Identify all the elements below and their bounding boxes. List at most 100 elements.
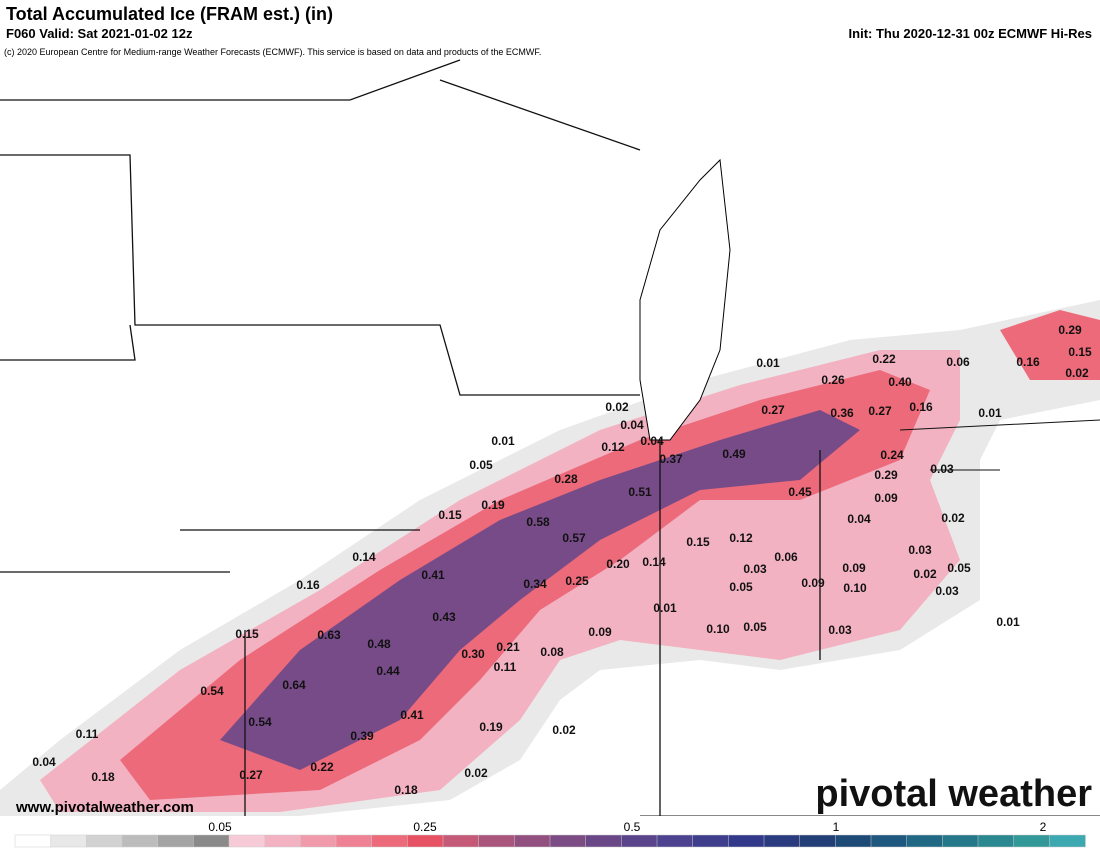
colorbar-swatch bbox=[121, 834, 159, 848]
colorbar-swatch bbox=[692, 834, 730, 848]
colorbar-swatch bbox=[50, 834, 88, 848]
colorbar-swatch bbox=[371, 834, 409, 848]
map-label: 0.04 bbox=[32, 755, 56, 769]
map-label: 0.03 bbox=[908, 543, 932, 557]
colorbar-swatch bbox=[442, 834, 480, 848]
map-label: 0.51 bbox=[628, 485, 652, 499]
colorbar-swatch bbox=[14, 834, 52, 848]
map-label: 0.37 bbox=[659, 452, 683, 466]
map-label: 0.15 bbox=[438, 508, 462, 522]
map-label: 0.02 bbox=[913, 567, 937, 581]
map-label: 0.57 bbox=[562, 531, 586, 545]
map-label: 0.44 bbox=[376, 664, 400, 678]
map-label: 0.41 bbox=[421, 568, 445, 582]
map-label: 0.30 bbox=[461, 647, 485, 661]
map-label: 0.05 bbox=[947, 561, 971, 575]
map-label: 0.03 bbox=[743, 562, 767, 576]
map-label: 0.43 bbox=[432, 610, 456, 624]
map-label: 0.08 bbox=[540, 645, 564, 659]
map-label: 0.01 bbox=[978, 406, 1002, 420]
map-label: 0.15 bbox=[1068, 345, 1092, 359]
colorbar-swatch bbox=[585, 834, 623, 848]
map-label: 0.05 bbox=[469, 458, 493, 472]
ice-red-east bbox=[1000, 310, 1100, 380]
colorbar-swatch bbox=[870, 834, 908, 848]
colorbar-tick-label: 0.05 bbox=[208, 820, 232, 834]
map-label: 0.14 bbox=[352, 550, 376, 564]
logo: pivotal weather bbox=[815, 773, 1092, 815]
map-label: 0.16 bbox=[909, 400, 933, 414]
map-labels: 0.01 0.22 0.06 0.16 0.29 0.15 0.02 0.26 0.40 0.27… bbox=[32, 323, 1092, 797]
colorbar-tick-label: 2 bbox=[1040, 820, 1047, 834]
map-label: 0.01 bbox=[756, 356, 780, 370]
map-label: 0.19 bbox=[479, 720, 503, 734]
colorbar-swatch bbox=[763, 834, 801, 848]
lake-michigan bbox=[639, 158, 731, 441]
ice-purple bbox=[220, 410, 860, 770]
map-label: 0.28 bbox=[554, 472, 578, 486]
map-label: 0.29 bbox=[874, 468, 898, 482]
map-label: 0.12 bbox=[601, 440, 625, 454]
map-label: 0.14 bbox=[642, 555, 666, 569]
credit: (c) 2020 European Centre for Medium-rang… bbox=[4, 47, 541, 57]
map-label: 0.16 bbox=[296, 578, 320, 592]
map-label: 0.39 bbox=[350, 729, 374, 743]
map-label: 0.01 bbox=[653, 601, 677, 615]
colorbar-swatch bbox=[157, 834, 195, 848]
map-label: 0.18 bbox=[91, 770, 115, 784]
map-label: 0.22 bbox=[872, 352, 896, 366]
map-label: 0.36 bbox=[830, 406, 854, 420]
map-label: 0.06 bbox=[774, 550, 798, 564]
map-label: 0.54 bbox=[200, 684, 224, 698]
colorbar-tick-label: 0.25 bbox=[413, 820, 437, 834]
init-time: Init: Thu 2020-12-31 00z ECMWF Hi-Res bbox=[849, 26, 1092, 41]
map-label: 0.27 bbox=[761, 403, 785, 417]
map-label: 0.06 bbox=[946, 355, 970, 369]
colorbar-swatch bbox=[407, 834, 444, 848]
map-label: 0.10 bbox=[706, 622, 730, 636]
valid-time: F060 Valid: Sat 2021-01-02 12z bbox=[6, 26, 193, 41]
colorbar-tick-label: 0.5 bbox=[624, 820, 641, 834]
map-label: 0.34 bbox=[523, 577, 547, 591]
map-label: 0.04 bbox=[640, 434, 664, 448]
map-label: 0.15 bbox=[686, 535, 710, 549]
website: www.pivotalweather.com bbox=[15, 799, 194, 816]
colorbar-swatch bbox=[300, 834, 337, 848]
colorbar-swatch bbox=[906, 834, 944, 848]
colorbar-swatch bbox=[1049, 834, 1086, 848]
map-label: 0.09 bbox=[801, 576, 825, 590]
map-label: 0.41 bbox=[400, 708, 424, 722]
map-label: 0.15 bbox=[235, 627, 259, 641]
colorbar-swatch bbox=[977, 834, 1015, 848]
map-label: 0.03 bbox=[828, 623, 852, 637]
map-label: 0.09 bbox=[842, 561, 866, 575]
map-label: 0.01 bbox=[491, 434, 515, 448]
map bbox=[0, 44, 1100, 817]
map-label: 0.25 bbox=[565, 574, 589, 588]
colorbar-swatch bbox=[1013, 834, 1051, 848]
map-label: 0.22 bbox=[310, 760, 334, 774]
map-label: 0.12 bbox=[729, 531, 753, 545]
map-label: 0.48 bbox=[367, 637, 391, 651]
map-label: 0.16 bbox=[1016, 355, 1040, 369]
colorbar-swatch bbox=[264, 834, 302, 848]
map-label: 0.24 bbox=[880, 448, 904, 462]
map-label: 0.26 bbox=[821, 373, 845, 387]
colorbar-swatch bbox=[621, 834, 658, 848]
map-label: 0.27 bbox=[239, 768, 263, 782]
colorbar: 0.05 0.25 0.5 1 2 bbox=[14, 820, 1086, 848]
map-label: 0.64 bbox=[282, 678, 306, 692]
colorbar-swatch bbox=[478, 834, 516, 848]
colorbar-swatch bbox=[656, 834, 694, 848]
state-borders bbox=[0, 59, 821, 816]
map-label: 0.11 bbox=[494, 660, 517, 674]
map-label: 0.01 bbox=[996, 615, 1020, 629]
map-label: 0.49 bbox=[722, 447, 746, 461]
colorbar-swatch bbox=[942, 834, 979, 848]
map-label: 0.02 bbox=[605, 400, 629, 414]
colorbar-swatch bbox=[86, 834, 123, 848]
map-label: 0.20 bbox=[606, 557, 630, 571]
map-label: 0.03 bbox=[935, 584, 959, 598]
map-label: 0.19 bbox=[481, 498, 505, 512]
